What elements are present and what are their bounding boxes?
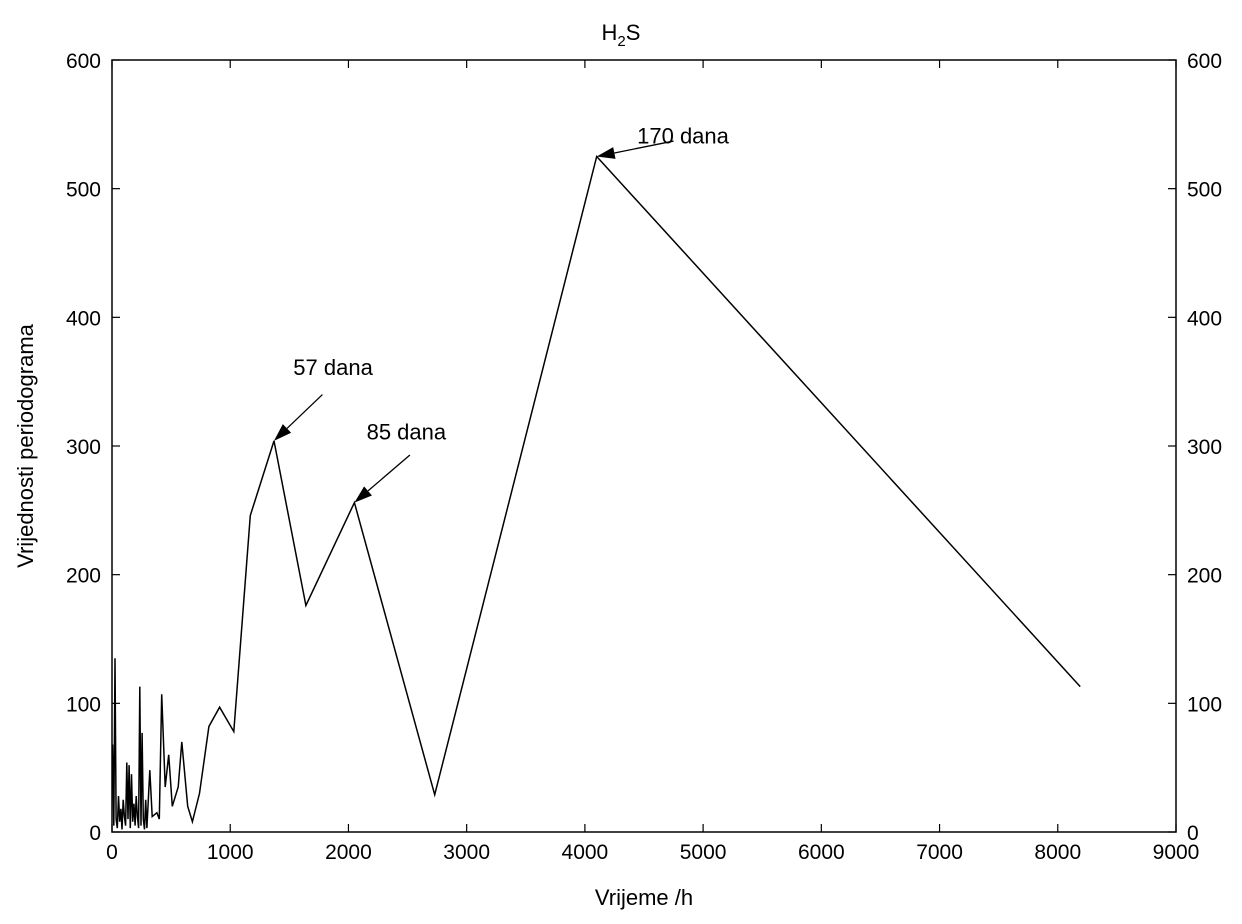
y-tick-label-right: 400 (1187, 307, 1222, 330)
x-tick-label: 8000 (1034, 841, 1081, 864)
annotation-label: 85 dana (367, 420, 447, 445)
y-axis-title: Vrijednosti periodograma (13, 323, 38, 568)
y-tick-label-right: 300 (1187, 436, 1222, 459)
periodogram-series-line (111, 154, 1081, 830)
annotation-arrow-head (596, 147, 616, 159)
axis-ticks (111, 59, 1177, 833)
y-tick-label-left: 300 (66, 436, 101, 459)
y-tick-label-left: 0 (89, 822, 101, 845)
y-tick-label-right: 100 (1187, 693, 1222, 716)
annotation-arrow-shaft (286, 394, 323, 429)
x-tick-label: 4000 (562, 841, 609, 864)
x-tick-label: 6000 (798, 841, 845, 864)
peak-annotations: 57 dana 85 dana 170 dana (273, 124, 730, 503)
x-tick-label: 9000 (1153, 841, 1200, 864)
annotation-label: 57 dana (293, 355, 373, 380)
y-tick-label-right: 200 (1187, 565, 1222, 588)
annotation-arrow-shaft (614, 140, 674, 154)
annotation-label: 170 dana (637, 124, 730, 149)
y-tick-label-right: 0 (1187, 822, 1199, 845)
x-tick-label: 3000 (443, 841, 490, 864)
x-axis-title: Vrijeme /h (595, 885, 693, 910)
y-tick-label-left: 100 (66, 693, 101, 716)
x-tick-label: 1000 (207, 841, 254, 864)
x-tick-label: 5000 (680, 841, 727, 864)
y-tick-label-left: 600 (66, 50, 101, 73)
y-tick-label-left: 400 (66, 307, 101, 330)
annotation-arrow-shaft (367, 454, 411, 492)
y-tick-label-left: 200 (66, 565, 101, 588)
y-tick-label-right: 600 (1187, 50, 1222, 73)
x-tick-label: 0 (106, 841, 118, 864)
annotation-arrow-head (354, 486, 372, 503)
y-tick-label-left: 500 (66, 179, 101, 202)
annotation-arrow-head (273, 424, 292, 441)
chart-title: H2S (602, 20, 641, 50)
x-tick-label: 2000 (325, 841, 372, 864)
x-tick-label: 7000 (916, 841, 963, 864)
y-tick-label-right: 500 (1187, 179, 1222, 202)
